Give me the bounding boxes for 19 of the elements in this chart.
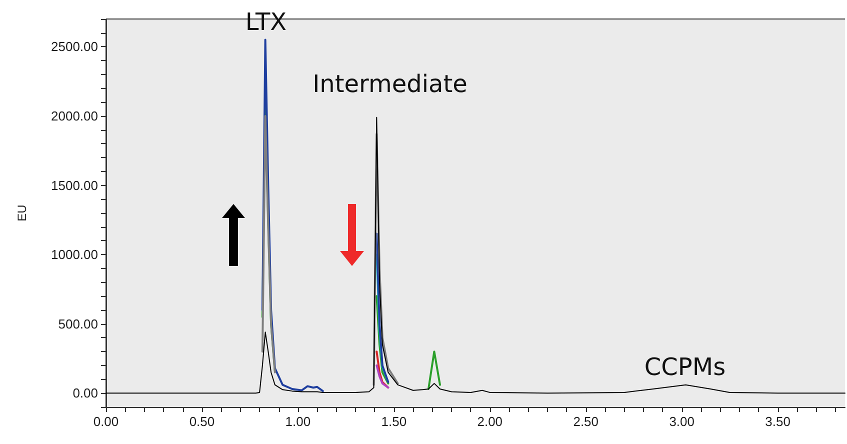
line-series xyxy=(376,364,390,389)
y-tick-label: 1500.00 xyxy=(51,178,98,193)
y-tick-label: 500.00 xyxy=(58,316,98,332)
line-series xyxy=(106,116,846,394)
y-tick-label: 0.00 xyxy=(72,386,98,401)
x-tick-label: 3.00 xyxy=(669,414,694,429)
x-tick-label: 0.50 xyxy=(189,414,215,429)
x-tick-label: 1.50 xyxy=(381,414,407,429)
x-tick-label: 2.50 xyxy=(573,414,599,429)
annotation: CCPMs xyxy=(644,353,726,381)
annotation: Intermediate xyxy=(312,70,468,98)
x-tick-label: 1.00 xyxy=(285,414,311,429)
x-tick-label: 2.00 xyxy=(477,414,503,429)
y-tick-label: 2500.00 xyxy=(51,39,98,54)
y-tick-label: 2000.00 xyxy=(51,108,98,124)
x-tick-label: 3.50 xyxy=(765,414,790,429)
y-axis-title: EU xyxy=(15,204,29,222)
y-tick-label: 1000.00 xyxy=(51,247,98,262)
x-tick-label: 0.00 xyxy=(93,414,119,429)
